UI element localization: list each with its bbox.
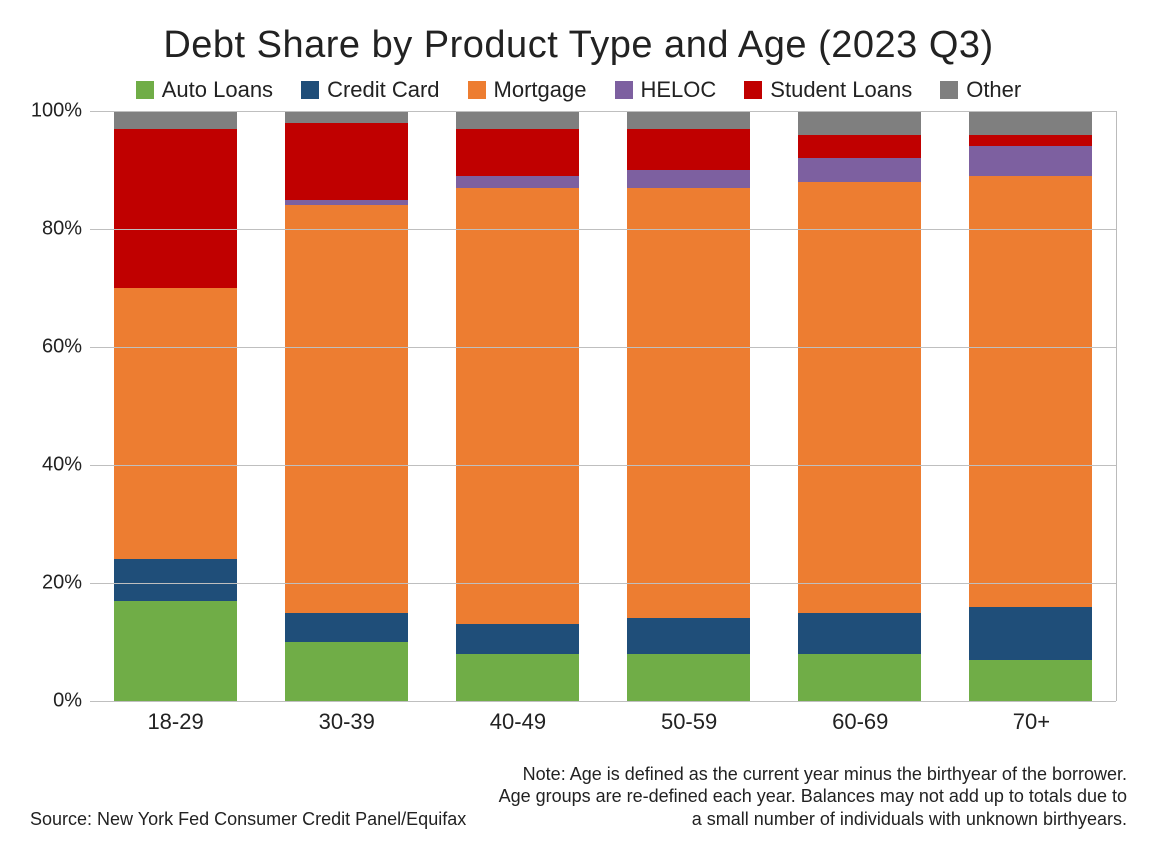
- segment-other: [798, 111, 921, 135]
- y-tick-label: 20%: [42, 572, 82, 595]
- legend-item-other: Other: [940, 77, 1021, 103]
- y-tick-label: 80%: [42, 218, 82, 241]
- gridline: [90, 583, 1116, 584]
- bar-18-29: [114, 111, 237, 701]
- legend-item-heloc: HELOC: [615, 77, 717, 103]
- segment-auto: [285, 642, 408, 701]
- gridline: [90, 465, 1116, 466]
- footer: Source: New York Fed Consumer Credit Pan…: [30, 763, 1127, 831]
- segment-credit: [798, 613, 921, 654]
- segment-auto: [627, 654, 750, 701]
- x-tick-label: 30-39: [261, 709, 432, 735]
- source-text: Source: New York Fed Consumer Credit Pan…: [30, 809, 466, 830]
- segment-mortgage: [456, 188, 579, 625]
- segment-other: [285, 111, 408, 123]
- legend-swatch-other: [940, 81, 958, 99]
- bar-slot: [945, 111, 1116, 701]
- bar-60-69: [798, 111, 921, 701]
- y-axis: 0%20%40%60%80%100%: [30, 111, 90, 701]
- bar-slot: [432, 111, 603, 701]
- gridline: [90, 111, 1116, 112]
- y-tick-label: 0%: [53, 690, 82, 713]
- bar-30-39: [285, 111, 408, 701]
- legend-swatch-heloc: [615, 81, 633, 99]
- segment-auto: [456, 654, 579, 701]
- legend-item-auto: Auto Loans: [136, 77, 273, 103]
- segment-credit: [456, 624, 579, 654]
- segment-credit: [969, 607, 1092, 660]
- x-axis-labels: 18-2930-3940-4950-5960-6970+: [90, 701, 1117, 735]
- segment-auto: [798, 654, 921, 701]
- x-tick-label: 50-59: [604, 709, 775, 735]
- segment-heloc: [969, 146, 1092, 176]
- segment-mortgage: [798, 182, 921, 613]
- segment-other: [969, 111, 1092, 135]
- segment-heloc: [627, 170, 750, 188]
- bar-slot: [90, 111, 261, 701]
- legend-item-mortgage: Mortgage: [468, 77, 587, 103]
- note-text: Note: Age is defined as the current year…: [496, 763, 1127, 831]
- segment-student: [285, 123, 408, 200]
- legend-item-credit: Credit Card: [301, 77, 439, 103]
- bar-slot: [261, 111, 432, 701]
- plot-wrap: 0%20%40%60%80%100%: [90, 111, 1117, 701]
- gridline: [90, 229, 1116, 230]
- legend-swatch-student: [744, 81, 762, 99]
- legend-item-student: Student Loans: [744, 77, 912, 103]
- segment-credit: [285, 613, 408, 643]
- legend-label-heloc: HELOC: [641, 77, 717, 103]
- legend-label-mortgage: Mortgage: [494, 77, 587, 103]
- bar-70+: [969, 111, 1092, 701]
- legend-swatch-mortgage: [468, 81, 486, 99]
- segment-student: [114, 129, 237, 288]
- legend-label-student: Student Loans: [770, 77, 912, 103]
- bar-40-49: [456, 111, 579, 701]
- segment-auto: [969, 660, 1092, 701]
- segment-auto: [114, 601, 237, 701]
- legend-label-other: Other: [966, 77, 1021, 103]
- bar-slot: [603, 111, 774, 701]
- bar-50-59: [627, 111, 750, 701]
- x-tick-label: 40-49: [432, 709, 603, 735]
- gridline: [90, 701, 1116, 702]
- segment-mortgage: [114, 288, 237, 559]
- plot-area: [90, 111, 1117, 701]
- y-tick-label: 100%: [31, 100, 82, 123]
- segment-mortgage: [969, 176, 1092, 607]
- chart-title: Debt Share by Product Type and Age (2023…: [30, 24, 1127, 67]
- segment-mortgage: [285, 205, 408, 612]
- segment-student: [627, 129, 750, 170]
- segment-other: [114, 111, 237, 129]
- segment-heloc: [456, 176, 579, 188]
- legend-label-credit: Credit Card: [327, 77, 439, 103]
- x-tick-label: 60-69: [775, 709, 946, 735]
- segment-other: [627, 111, 750, 129]
- segment-heloc: [798, 158, 921, 182]
- y-tick-label: 40%: [42, 454, 82, 477]
- bars-container: [90, 111, 1116, 701]
- segment-student: [969, 135, 1092, 147]
- segment-credit: [114, 559, 237, 600]
- x-tick-label: 18-29: [90, 709, 261, 735]
- segment-student: [456, 129, 579, 176]
- bar-slot: [774, 111, 945, 701]
- x-tick-label: 70+: [946, 709, 1117, 735]
- gridline: [90, 347, 1116, 348]
- legend-swatch-auto: [136, 81, 154, 99]
- segment-mortgage: [627, 188, 750, 619]
- segment-credit: [627, 618, 750, 653]
- segment-other: [456, 111, 579, 129]
- chart-page: Debt Share by Product Type and Age (2023…: [0, 0, 1157, 846]
- legend-swatch-credit: [301, 81, 319, 99]
- legend: Auto Loans Credit Card Mortgage HELOC Studen…: [30, 77, 1127, 103]
- y-tick-label: 60%: [42, 336, 82, 359]
- legend-label-auto: Auto Loans: [162, 77, 273, 103]
- segment-student: [798, 135, 921, 159]
